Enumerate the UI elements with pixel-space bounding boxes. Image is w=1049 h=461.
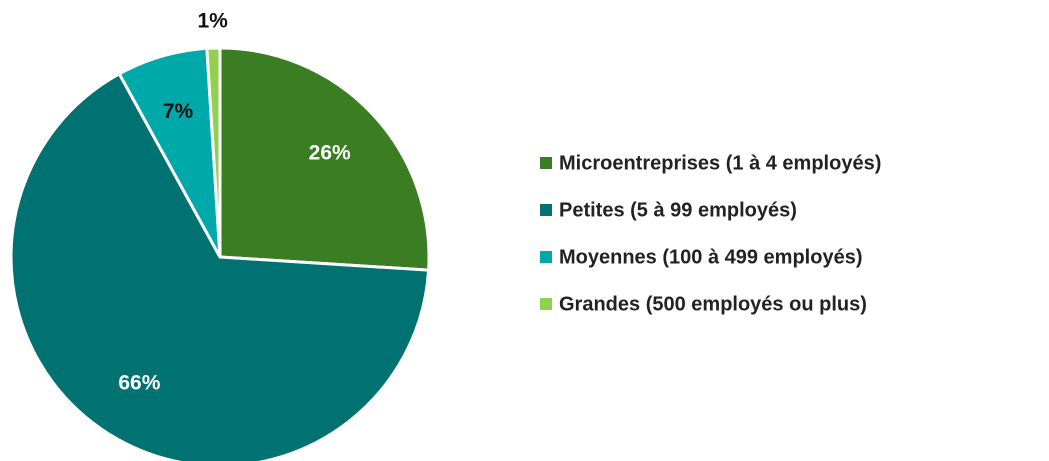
legend-label: Grandes (500 employés ou plus) <box>559 293 867 315</box>
legend-label: Moyennes (100 à 499 employés) <box>559 246 862 268</box>
legend-swatch <box>540 204 552 216</box>
legend-swatch <box>540 157 552 169</box>
data-label: 26% <box>309 142 351 165</box>
legend-label: Petites (5 à 99 employés) <box>559 199 797 221</box>
legend-swatch <box>540 251 552 263</box>
data-label: 1% <box>197 10 228 33</box>
legend-label: Microentreprises (1 à 4 employés) <box>559 152 881 174</box>
legend-swatch <box>540 298 552 310</box>
pie-slice <box>9 71 431 461</box>
data-label: 66% <box>118 372 160 395</box>
data-label: 7% <box>163 100 194 123</box>
pie-slice <box>218 46 431 272</box>
pie-slice <box>205 46 222 258</box>
